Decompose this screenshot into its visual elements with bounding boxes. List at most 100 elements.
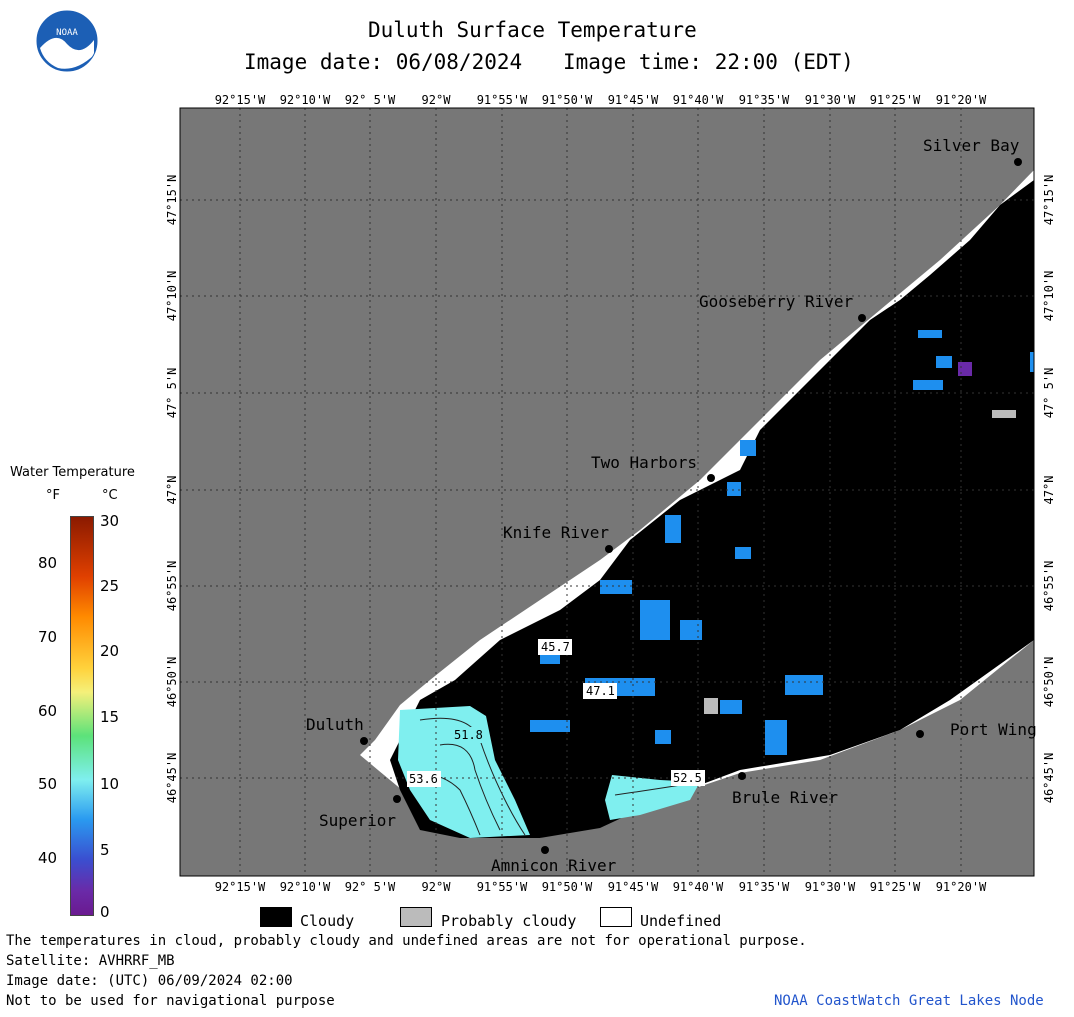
cloudy-area [390, 180, 1034, 838]
lat-label: 47° 5'N [1042, 368, 1056, 419]
temp-label: 51.8 [454, 728, 483, 742]
undefined-swatch [600, 907, 632, 927]
lon-label: 91°30'W [805, 880, 856, 894]
temp-label: 52.5 [673, 771, 702, 785]
c-tick: 15 [100, 708, 120, 726]
lat-label: 46°50'N [165, 657, 179, 708]
lat-label: 46°55'N [165, 561, 179, 612]
c-tick: 20 [100, 642, 120, 660]
lon-label: 91°20'W [936, 93, 987, 107]
footer-utc-date: Image date: (UTC) 06/09/2024 02:00 [6, 973, 293, 989]
cloudy-swatch [260, 907, 292, 927]
lon-label: 92° 5'W [345, 880, 396, 894]
c-tick: 5 [100, 841, 110, 859]
legend-c-ticks: 30 25 20 15 10 5 0 [100, 512, 130, 921]
lon-label: 91°35'W [739, 93, 790, 107]
temperature-labels: 45.7 47.1 51.8 53.6 52.5 [407, 639, 705, 787]
place-label-silver-bay: Silver Bay [923, 136, 1020, 155]
map-frame [179, 107, 1035, 877]
lon-label: 91°55'W [477, 93, 528, 107]
lat-label: 46°45'N [165, 753, 179, 804]
lon-label: 91°40'W [673, 880, 724, 894]
logo-text: NOAA [56, 28, 78, 38]
lon-label: 91°25'W [870, 880, 921, 894]
image-time: Image time: 22:00 (EDT) [563, 50, 854, 74]
lat-label: 46°50'N [1042, 657, 1056, 708]
lon-label: 92°10'W [280, 880, 331, 894]
footer-satellite: Satellite: AVHRRF_MB [6, 953, 175, 969]
lon-label: 92°15'W [215, 880, 266, 894]
lat-labels-left: 47°15'N 47°10'N 47° 5'N 47°N 46°55'N 46°… [165, 175, 179, 804]
lat-label: 47°15'N [165, 175, 179, 226]
lon-label: 91°30'W [805, 93, 856, 107]
footer-disclaimer: The temperatures in cloud, probably clou… [6, 933, 807, 949]
lon-label: 91°45'W [608, 880, 659, 894]
legend-title: Water Temperature [10, 465, 135, 480]
lon-label: 92°W [422, 93, 452, 107]
lon-label: 91°40'W [673, 93, 724, 107]
temp-label: 47.1 [586, 684, 615, 698]
lon-label: 91°25'W [870, 93, 921, 107]
lat-label: 46°55'N [1042, 561, 1056, 612]
lon-label: 91°35'W [739, 880, 790, 894]
lat-label: 46°45'N [1042, 753, 1056, 804]
legend-unit-c: °C [102, 488, 118, 503]
lon-label: 91°50'W [542, 93, 593, 107]
place-label-duluth: Duluth [306, 715, 364, 734]
lon-labels-bottom: 92°15'W 92°10'W 92° 5'W 92°W 91°55'W 91°… [215, 880, 987, 894]
lon-label: 91°20'W [936, 880, 987, 894]
graticule [180, 108, 1034, 876]
c-tick: 30 [100, 512, 120, 530]
footer-credit: NOAA CoastWatch Great Lakes Node [774, 993, 1044, 1009]
place-markers [360, 158, 1022, 854]
noaa-logo: NOAA [36, 10, 98, 72]
undefined-label: Undefined [640, 912, 722, 930]
lat-label: 47°10'N [1042, 271, 1056, 322]
c-tick: 0 [100, 903, 110, 921]
lon-label: 92°10'W [280, 93, 331, 107]
place-label-superior: Superior [319, 811, 396, 830]
place-label-port-wing: Port Wing [950, 720, 1037, 739]
lat-label: 47°N [165, 476, 179, 505]
lon-label: 91°50'W [542, 880, 593, 894]
lon-label: 92°W [422, 880, 452, 894]
warm-water-duluth [398, 706, 530, 838]
lat-label: 47°15'N [1042, 175, 1056, 226]
place-label-two-harbors: Two Harbors [591, 453, 697, 472]
lat-label: 47° 5'N [165, 368, 179, 419]
lat-label: 47°N [1042, 476, 1056, 505]
footer-nav-warning: Not to be used for navigational purpose [6, 993, 335, 1009]
f-tick: 40 [38, 849, 58, 867]
f-tick: 60 [38, 702, 58, 720]
probably-cloudy-swatch [400, 907, 432, 927]
probably-cloudy-patch [992, 410, 1016, 418]
legend-f-ticks: 80 70 60 50 40 [38, 516, 70, 916]
legend-unit-f: °F [46, 488, 60, 503]
image-date: Image date: 06/08/2024 [244, 50, 523, 74]
f-tick: 50 [38, 775, 58, 793]
lon-label: 92° 5'W [345, 93, 396, 107]
place-label-knife-river: Knife River [503, 523, 609, 542]
color-scale-bar [70, 516, 94, 916]
temp-label: 45.7 [541, 640, 570, 654]
page-title: Duluth Surface Temperature [368, 18, 697, 42]
lon-labels-top: 92°15'W 92°10'W 92° 5'W 92°W 91°55'W 91°… [215, 93, 987, 107]
f-tick: 80 [38, 554, 58, 572]
place-labels: Silver Bay Gooseberry River Two Harbors … [306, 136, 1037, 875]
lat-label: 47°10'N [165, 271, 179, 322]
lon-label: 92°15'W [215, 93, 266, 107]
lat-labels-right: 47°15'N 47°10'N 47° 5'N 47°N 46°55'N 46°… [1042, 175, 1056, 804]
temp-label: 53.6 [409, 772, 438, 786]
c-tick: 10 [100, 775, 120, 793]
lon-label: 91°55'W [477, 880, 528, 894]
lon-label: 91°45'W [608, 93, 659, 107]
purple-patch [958, 362, 972, 376]
f-tick: 70 [38, 628, 58, 646]
cloudy-label: Cloudy [300, 912, 355, 930]
c-tick: 25 [100, 577, 120, 595]
place-label-gooseberry: Gooseberry River [699, 292, 853, 311]
place-label-amnicon: Amnicon River [491, 856, 617, 875]
probably-cloudy-label: Probably cloudy [441, 912, 577, 930]
probably-cloudy-patch-2 [704, 698, 718, 714]
